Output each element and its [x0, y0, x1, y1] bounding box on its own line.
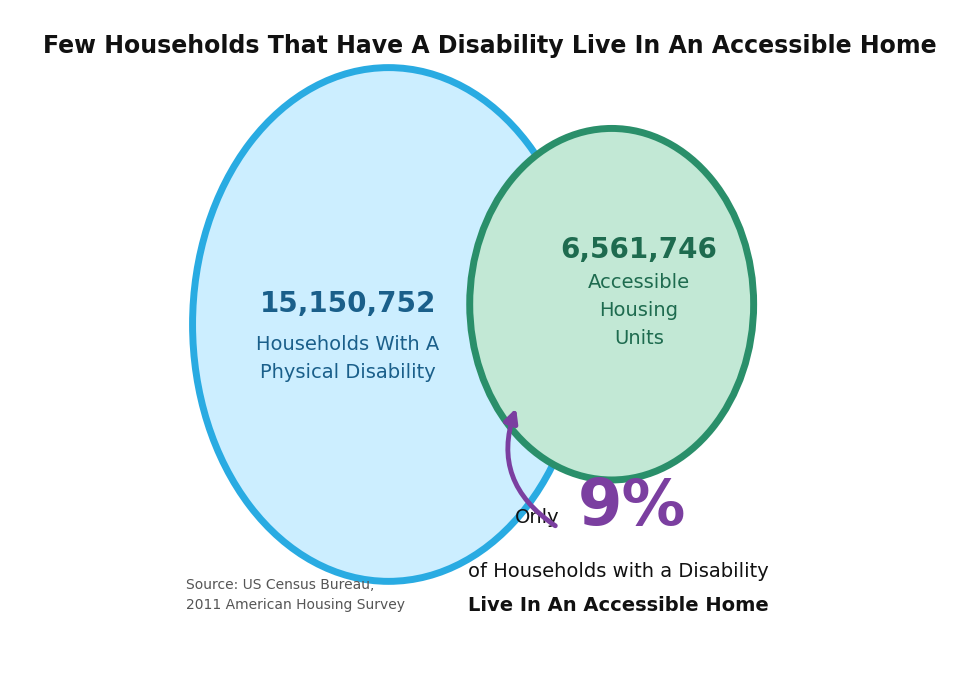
Text: Source: US Census Bureau,
2011 American Housing Survey: Source: US Census Bureau, 2011 American … — [186, 578, 405, 612]
Text: 9%: 9% — [578, 476, 686, 538]
Text: 15,150,752: 15,150,752 — [260, 290, 436, 318]
Ellipse shape — [469, 128, 754, 480]
Text: Live In An Accessible Home: Live In An Accessible Home — [468, 596, 769, 614]
Text: Only: Only — [515, 508, 560, 527]
Ellipse shape — [192, 68, 585, 581]
FancyArrowPatch shape — [506, 413, 556, 526]
Text: Households With A
Physical Disability: Households With A Physical Disability — [257, 335, 440, 382]
Text: Few Households That Have A Disability Live In An Accessible Home: Few Households That Have A Disability Li… — [43, 34, 937, 58]
Text: of Households with a Disability: of Households with a Disability — [468, 562, 769, 581]
Text: Accessible
Housing
Units: Accessible Housing Units — [588, 274, 690, 348]
Text: 6,561,746: 6,561,746 — [561, 236, 717, 264]
